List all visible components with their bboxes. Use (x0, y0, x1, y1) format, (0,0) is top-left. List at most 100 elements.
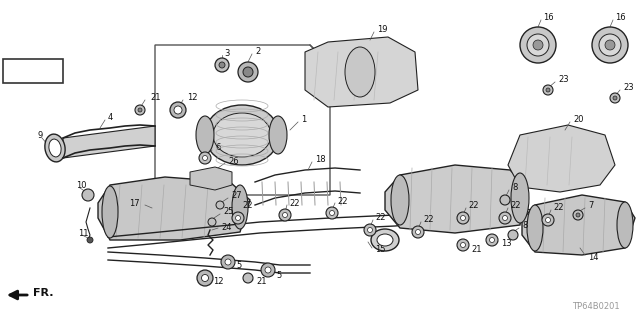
Circle shape (533, 40, 543, 50)
Text: 10: 10 (76, 182, 86, 190)
Text: 15: 15 (375, 246, 385, 255)
Circle shape (520, 27, 556, 63)
Text: 23: 23 (558, 76, 568, 85)
Circle shape (486, 234, 498, 246)
Circle shape (508, 230, 518, 240)
Polygon shape (190, 167, 232, 190)
Ellipse shape (196, 116, 214, 154)
Text: 7: 7 (588, 202, 593, 211)
Circle shape (545, 218, 550, 222)
Text: 26: 26 (228, 157, 239, 166)
Text: 21: 21 (471, 246, 481, 255)
Circle shape (279, 209, 291, 221)
Text: 9: 9 (38, 131, 44, 140)
Ellipse shape (377, 234, 393, 246)
Ellipse shape (617, 202, 633, 248)
Ellipse shape (45, 134, 65, 162)
Circle shape (199, 152, 211, 164)
Text: 12: 12 (213, 278, 223, 286)
Circle shape (197, 270, 213, 286)
Circle shape (219, 62, 225, 68)
Text: 27: 27 (231, 191, 242, 201)
Circle shape (542, 214, 554, 226)
Text: 22: 22 (289, 198, 300, 207)
Circle shape (87, 237, 93, 243)
Text: 5: 5 (236, 261, 241, 270)
Circle shape (461, 242, 465, 248)
Text: 22: 22 (553, 204, 563, 212)
Polygon shape (98, 177, 250, 240)
Text: 12: 12 (187, 93, 198, 102)
Circle shape (208, 218, 216, 226)
Circle shape (243, 273, 253, 283)
Circle shape (499, 212, 511, 224)
Text: 22: 22 (337, 197, 348, 205)
Circle shape (573, 210, 583, 220)
Text: 22: 22 (242, 202, 253, 211)
Text: 21: 21 (150, 93, 161, 102)
Circle shape (613, 96, 617, 100)
Circle shape (412, 226, 424, 238)
Circle shape (202, 155, 207, 160)
Text: 14: 14 (588, 253, 598, 262)
Circle shape (265, 267, 271, 273)
Ellipse shape (269, 116, 287, 154)
Polygon shape (305, 37, 418, 107)
Circle shape (415, 229, 420, 234)
Polygon shape (155, 45, 330, 195)
Polygon shape (522, 195, 635, 255)
FancyBboxPatch shape (3, 59, 63, 83)
Ellipse shape (232, 185, 248, 229)
Circle shape (500, 195, 510, 205)
Text: TP64B0201: TP64B0201 (572, 302, 620, 311)
Circle shape (243, 67, 253, 77)
Circle shape (238, 62, 258, 82)
Circle shape (457, 212, 469, 224)
Circle shape (610, 93, 620, 103)
Text: 22: 22 (510, 202, 520, 211)
Circle shape (221, 255, 235, 269)
Circle shape (225, 259, 231, 265)
Ellipse shape (527, 205, 543, 251)
Text: 4: 4 (108, 114, 113, 122)
Text: 8: 8 (512, 183, 517, 192)
Text: 22: 22 (375, 213, 385, 222)
Text: 16: 16 (543, 13, 554, 23)
Text: 8: 8 (522, 221, 527, 231)
Circle shape (170, 102, 186, 118)
Circle shape (174, 106, 182, 114)
Text: 1: 1 (301, 115, 307, 124)
Circle shape (490, 238, 495, 242)
Polygon shape (385, 165, 525, 233)
Ellipse shape (345, 47, 375, 97)
Ellipse shape (205, 105, 280, 165)
Circle shape (605, 40, 615, 50)
Circle shape (261, 263, 275, 277)
Text: 20: 20 (573, 115, 584, 124)
Circle shape (543, 85, 553, 95)
Circle shape (202, 275, 209, 281)
Ellipse shape (391, 175, 409, 225)
Circle shape (457, 239, 469, 251)
Ellipse shape (49, 139, 61, 157)
Text: 25: 25 (223, 207, 234, 217)
Text: 16: 16 (615, 13, 626, 23)
Text: 6: 6 (215, 144, 220, 152)
Text: 24: 24 (221, 222, 232, 232)
Circle shape (215, 58, 229, 72)
Text: E-4-1: E-4-1 (8, 65, 40, 75)
Ellipse shape (511, 173, 529, 223)
Circle shape (282, 212, 287, 218)
Text: 13: 13 (501, 240, 511, 249)
Circle shape (364, 224, 376, 236)
Text: 23: 23 (623, 84, 634, 93)
Ellipse shape (213, 113, 271, 157)
Circle shape (236, 216, 241, 220)
Circle shape (592, 27, 628, 63)
Text: 22: 22 (423, 216, 433, 225)
Text: 5: 5 (276, 271, 281, 279)
Circle shape (326, 207, 338, 219)
Ellipse shape (102, 186, 118, 238)
Text: 19: 19 (377, 26, 387, 34)
Circle shape (599, 34, 621, 56)
